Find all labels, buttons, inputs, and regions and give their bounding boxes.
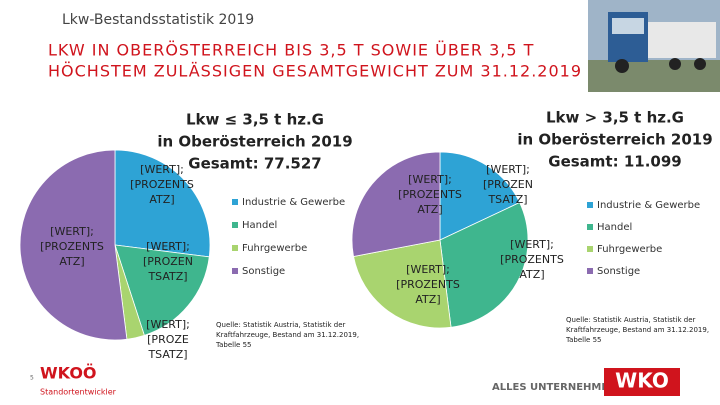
left-logo-sub: Standortentwickler <box>40 388 117 397</box>
left-logo: WKOÖ <box>40 364 97 383</box>
data-label: TSATZ] <box>487 193 527 206</box>
legend-swatch <box>587 268 593 274</box>
legend-label: Handel <box>597 222 632 233</box>
chart-title: Gesamt: 77.527 <box>188 155 321 173</box>
chart-title: in Oberösterreich 2019 <box>157 133 352 151</box>
data-label: [PROZE <box>147 333 189 346</box>
chart-title: Lkw ≤ 3,5 t hz.G <box>186 111 324 129</box>
data-label: ATZ] <box>417 203 442 216</box>
chart-title: in Oberösterreich 2019 <box>517 131 712 149</box>
pie-slice <box>114 149 211 258</box>
footer: 5 WKOÖ Standortentwickler ALLES UNTERNEH… <box>30 364 680 397</box>
legend-label: Fuhrgewerbe <box>597 244 662 255</box>
data-label: [WERT]; <box>146 318 190 331</box>
pie-slice <box>439 201 529 328</box>
data-label: [WERT]; <box>408 173 452 186</box>
data-label: [PROZEN <box>143 255 193 268</box>
legend-label: Fuhrgewerbe <box>242 243 307 254</box>
legend-swatch <box>232 268 238 274</box>
data-label: ATZ] <box>149 193 174 206</box>
legend-swatch <box>587 246 593 252</box>
data-label: [PROZENTS <box>500 253 564 266</box>
legend-swatch <box>232 245 238 251</box>
data-label: ATZ] <box>519 268 544 281</box>
data-label: [WERT]; <box>486 163 530 176</box>
chart-title: Gesamt: 11.099 <box>548 153 681 171</box>
pie-slice <box>353 239 452 329</box>
legend-swatch <box>232 199 238 205</box>
data-label: TSATZ] <box>147 270 187 283</box>
truck-photo <box>588 0 720 92</box>
pie-slice <box>439 151 521 241</box>
source-note: Kraftfahrzeuge, Bestand am 31.12.2019, <box>566 326 709 334</box>
legend-swatch <box>232 222 238 228</box>
data-label: [PROZENTS <box>130 178 194 191</box>
data-label: ATZ] <box>59 255 84 268</box>
legend-label: Sonstige <box>597 266 640 277</box>
slogan: ALLES UNTERNEHMEN. <box>492 382 620 393</box>
data-label: TSATZ] <box>147 348 187 361</box>
data-label: [PROZENTS <box>40 240 104 253</box>
data-label: [WERT]; <box>406 263 450 276</box>
data-label: [WERT]; <box>510 238 554 251</box>
right-logo-box <box>604 368 680 396</box>
source-note: Tabelle 55 <box>215 341 252 349</box>
legend-label: Sonstige <box>242 266 285 277</box>
legend-label: Handel <box>242 220 277 231</box>
title: LKW IN OBERÖSTERREICH BIS 3,5 T SOWIE ÜB… <box>48 41 534 60</box>
data-label: [PROZENTS <box>398 188 462 201</box>
chart-title: Lkw > 3,5 t hz.G <box>546 109 684 127</box>
data-label: [WERT]; <box>140 163 184 176</box>
page-number: 5 <box>30 375 34 382</box>
source-note: Kraftfahrzeuge, Bestand am 31.12.2019, <box>216 331 359 339</box>
pie-slice <box>351 151 441 257</box>
data-label: [PROZENTS <box>396 278 460 291</box>
legend-swatch <box>587 224 593 230</box>
legend-swatch <box>587 202 593 208</box>
data-label: ATZ] <box>415 293 440 306</box>
kicker: Lkw-Bestandsstatistik 2019 <box>62 12 254 28</box>
right-logo: WKO <box>615 369 669 393</box>
source-note: Quelle: Statistik Austria, Statistik der <box>216 321 346 329</box>
source-note: Tabelle 55 <box>565 336 602 344</box>
data-label: [PROZEN <box>483 178 533 191</box>
legend-label: Industrie & Gewerbe <box>597 200 700 211</box>
source-note: Quelle: Statistik Austria, Statistik der <box>566 316 696 324</box>
legend-label: Industrie & Gewerbe <box>242 197 345 208</box>
data-label: [WERT]; <box>146 240 190 253</box>
pie-slice <box>114 244 210 336</box>
title: HÖCHSTEM ZULÄSSIGEN GESAMTGEWICHT ZUM 31… <box>48 62 582 81</box>
pie-slice <box>19 149 128 341</box>
data-label: [WERT]; <box>50 225 94 238</box>
